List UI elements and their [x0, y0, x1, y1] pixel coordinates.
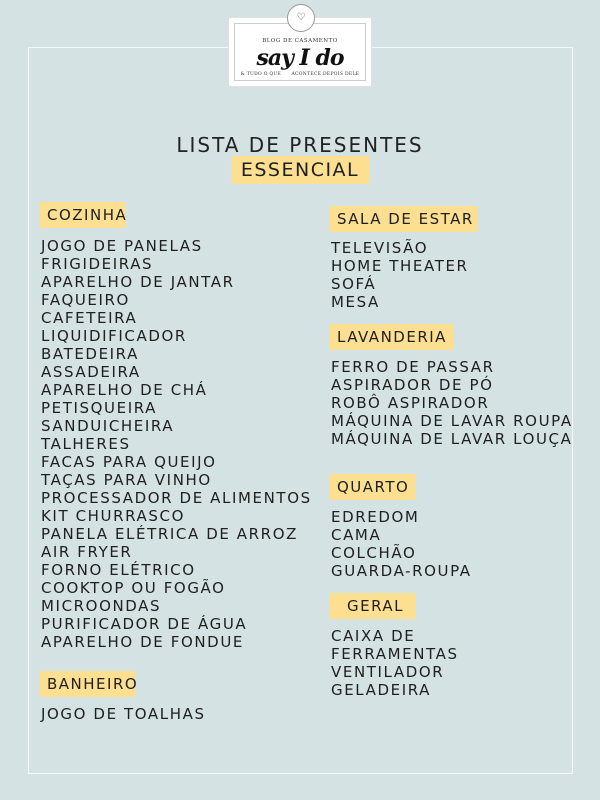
list-item: CAMA [331, 526, 382, 544]
list-item: MESA [331, 293, 380, 311]
list-item: TAÇAS PARA VINHO [41, 471, 212, 489]
logo-tagline: & TUDO O QUE ACONTECE DEPOIS DELE [240, 72, 360, 77]
list-item: APARELHO DE CHÁ [41, 381, 208, 399]
list-item: SANDUICHEIRA [41, 417, 175, 435]
list-item: CAIXA DE [331, 627, 416, 645]
page-title: LISTA DE PRESENTES [176, 133, 424, 157]
section-header-cozinha: COZINHA [40, 202, 126, 228]
logo-brand: say I do [256, 45, 344, 71]
list-item: TELEVISÃO [331, 239, 429, 257]
section-header-geral: GERAL [330, 593, 415, 619]
logo-blog-label: BLOG DE CASAMENTO [262, 38, 338, 44]
list-item: LIQUIDIFICADOR [41, 327, 187, 345]
list-item: VENTILADOR [331, 663, 445, 681]
list-item: PANELA ELÉTRICA DE ARROZ [41, 525, 298, 543]
logo: ♡ BLOG DE CASAMENTO say I do & TUDO O QU… [228, 4, 372, 87]
list-cozinha: JOGO DE PANELAS FRIGIDEIRAS APARELHO DE JA… [41, 237, 312, 651]
section-header-sala: SALA DE ESTAR [330, 206, 477, 232]
list-item: ASPIRADOR DE PÓ [331, 376, 494, 394]
list-item: FERRO DE PASSAR [331, 358, 495, 376]
list-item: ASSADEIRA [41, 363, 141, 381]
list-item: MICROONDAS [41, 597, 162, 615]
list-item: FACAS PARA QUEIJO [41, 453, 217, 471]
list-item: PROCESSADOR DE ALIMENTOS [41, 489, 312, 507]
list-item: HOME THEATER [331, 257, 469, 275]
list-quarto: EDREDOM CAMA COLCHÃO GUARDA-ROUPA [331, 508, 472, 580]
list-item: FORNO ELÉTRICO [41, 561, 196, 579]
page-subtitle: ESSENCIAL [231, 156, 369, 184]
list-item: JOGO DE TOALHAS [41, 705, 206, 723]
list-item: BATEDEIRA [41, 345, 139, 363]
list-item: GELADEIRA [331, 681, 431, 699]
list-item: MÁQUINA DE LAVAR LOUÇA [331, 430, 573, 448]
list-item: COOKTOP OU FOGÃO [41, 579, 226, 597]
list-item: AIR FRYER [41, 543, 133, 561]
list-item: FAQUEIRO [41, 291, 130, 309]
list-item: KIT CHURRASCO [41, 507, 186, 525]
list-item: CAFETEIRA [41, 309, 138, 327]
list-item: APARELHO DE JANTAR [41, 273, 235, 291]
list-item: COLCHÃO [331, 544, 417, 562]
list-geral: CAIXA DE FERRAMENTAS VENTILADOR GELADEIRA [331, 627, 459, 699]
section-header-banheiro: BANHEIRO [40, 671, 137, 697]
list-lavanderia: FERRO DE PASSAR ASPIRADOR DE PÓ ROBÔ ASPIR… [331, 358, 573, 448]
section-header-quarto: QUARTO [330, 474, 415, 500]
list-item: SOFÁ [331, 275, 377, 293]
list-item: TALHERES [41, 435, 131, 453]
list-item: GUARDA-ROUPA [331, 562, 472, 580]
list-item: EDREDOM [331, 508, 420, 526]
list-item: ROBÔ ASPIRADOR [331, 394, 490, 412]
list-item: FRIGIDEIRAS [41, 255, 154, 273]
list-item: FERRAMENTAS [331, 645, 459, 663]
list-sala: TELEVISÃO HOME THEATER SOFÁ MESA [331, 239, 469, 311]
section-header-lavanderia: LAVANDERIA [330, 324, 454, 350]
list-item: PURIFICADOR DE ÁGUA [41, 615, 248, 633]
list-item: PETISQUEIRA [41, 399, 157, 417]
heart-seal-icon: ♡ [287, 4, 315, 32]
list-banheiro: JOGO DE TOALHAS [41, 705, 206, 723]
list-item: MÁQUINA DE LAVAR ROUPA [331, 412, 573, 430]
list-item: JOGO DE PANELAS [41, 237, 203, 255]
list-item: APARELHO DE FONDUE [41, 633, 244, 651]
